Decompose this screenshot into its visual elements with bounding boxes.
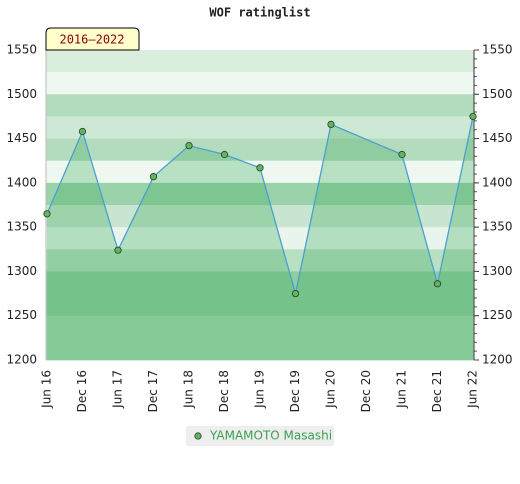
background-band <box>46 227 474 250</box>
y2-tick-label: 1450 <box>482 131 513 145</box>
x-tick-label: Dec 17 <box>146 370 160 412</box>
background-band <box>46 138 474 162</box>
background-band <box>46 315 474 339</box>
background-band <box>46 182 474 206</box>
point <box>433 280 442 288</box>
background-band <box>46 249 474 272</box>
point <box>43 210 51 218</box>
point <box>469 112 477 121</box>
point <box>256 164 264 172</box>
x-tick-label: Jun 16 <box>40 370 54 409</box>
y-tick-label: 1200 <box>6 353 37 367</box>
background-band <box>46 293 474 317</box>
x-tick-label: Jun 20 <box>324 370 338 409</box>
badge-label: 2016–2022 <box>59 33 124 47</box>
background-band <box>46 116 474 140</box>
y2-tick-label: 1350 <box>482 220 513 234</box>
line <box>46 116 474 294</box>
y-tick-label: 1450 <box>6 131 37 145</box>
background-band <box>46 94 474 117</box>
point <box>398 150 406 159</box>
point <box>149 173 158 181</box>
background-band <box>46 50 474 73</box>
y2-tick-label: 1200 <box>482 353 513 367</box>
point <box>220 150 229 159</box>
y-tick-label: 1300 <box>6 264 37 278</box>
y-tick-label: 1250 <box>6 308 37 322</box>
point <box>185 142 193 150</box>
y-tick-label: 1500 <box>6 87 37 101</box>
y2-tick-label: 1400 <box>482 175 513 189</box>
background-band <box>46 337 474 361</box>
x-tick-label: Jun 19 <box>253 370 267 409</box>
background-band <box>46 205 474 228</box>
y-tick-label: 1550 <box>6 43 37 57</box>
y-tick-label: 1350 <box>6 220 37 234</box>
x-tick-label: Dec 21 <box>430 370 444 412</box>
y2-tick-label: 1300 <box>482 264 513 278</box>
background-band <box>46 72 474 95</box>
x-tick-label: Dec 19 <box>288 370 302 412</box>
legend-label: YAMAMOTO Masashi <box>209 429 332 443</box>
x-tick-label: Dec 20 <box>359 370 373 412</box>
point <box>291 289 300 298</box>
background-band <box>46 271 474 295</box>
x-tick-label: Dec 18 <box>217 370 231 412</box>
y2-tick-label: 1250 <box>482 308 513 322</box>
y2-tick-label: 1550 <box>482 43 513 57</box>
x-tick-label: Jun 21 <box>395 370 409 409</box>
x-tick-label: Dec 16 <box>75 370 89 412</box>
x-tick-label: Jun 17 <box>111 370 125 409</box>
point <box>327 120 335 129</box>
badge-box <box>45 27 140 51</box>
chart-title: WOF ratinglist <box>209 6 310 20</box>
badge: 2016–2022 <box>45 27 140 51</box>
point <box>78 127 87 136</box>
legend-marker <box>194 432 202 440</box>
y2-tick-label: 1500 <box>482 87 513 101</box>
y-tick-label: 1400 <box>6 175 37 189</box>
legend-box <box>186 426 334 446</box>
x-tick-label: Jun 22 <box>466 370 480 409</box>
point <box>114 246 122 254</box>
x-tick-label: Jun 18 <box>182 370 196 409</box>
